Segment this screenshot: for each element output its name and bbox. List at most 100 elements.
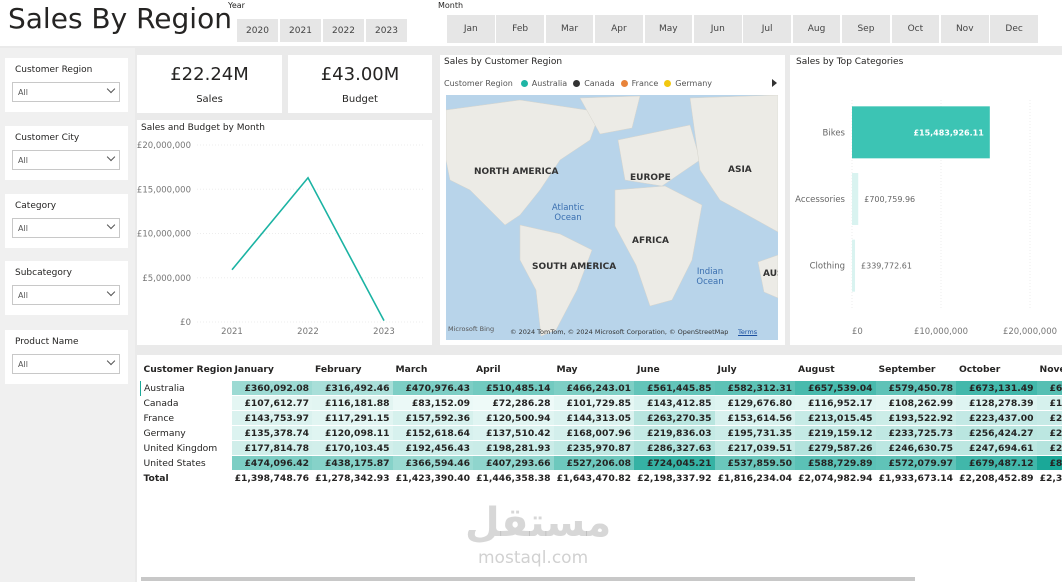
value-cell: £316,492.46 [312,381,393,396]
page-title: Sales By Region [8,2,232,35]
map-labels: NORTH AMERICA Atlantic Ocean EUROPE ASIA AFR… [446,95,778,340]
kpi-label: Sales [196,94,223,105]
row-header: Canada [143,397,179,409]
month-button[interactable]: Dec [990,15,1038,43]
value-cell: £246,630.75 [875,440,956,456]
value-cell: £137,510.42 [473,425,554,441]
value-cell: £72,286.28 [473,395,554,411]
filter-dropdown[interactable]: All [12,82,120,102]
year-button[interactable]: 2023 [366,19,407,42]
year-button[interactable]: 2022 [323,19,364,42]
filter-dropdown[interactable]: All [12,150,120,170]
data-row: France £143,753.97 £117,291.15 £157,592.36 £… [140,410,1062,426]
total-cell: £1,446,358.38 [476,472,551,484]
value-cell: £156,661.58 [1036,395,1062,411]
value-cell: £117,291.15 [312,410,393,426]
land [689,95,778,233]
filter-dropdown[interactable]: All [12,354,120,374]
map-legend: Customer Region Australia Canada France Germ… [444,79,714,88]
chart-title: Sales by Top Categories [796,57,904,67]
legend-arrow[interactable] [772,79,777,87]
y-tick-label: £20,000,000 [137,141,191,151]
value-cell: £527,206.08 [553,455,634,471]
value-cell: £537,859.50 [714,455,795,471]
value-cell: £407,293.66 [473,455,554,471]
legend-entry: Canada [584,79,615,88]
value-cell: £198,281.93 [473,440,554,456]
kpi-card: £43.00M Budget [288,55,432,113]
month-button[interactable]: Mar [545,15,594,43]
year-button[interactable]: 2021 [280,19,321,42]
value-cell: £582,312.31 [714,381,795,396]
total-cell: £2,208,452.89 [959,472,1034,484]
value-cell: £233,725.73 [875,425,956,441]
value-label: £15,483,926.11 [913,128,984,137]
value-cell: £561,445.85 [634,381,715,396]
month-button[interactable]: May [644,15,693,43]
value-cell: £157,592.36 [392,410,473,426]
value-cell: £657,539.04 [795,381,876,396]
value-cell: £219,836.03 [634,425,715,441]
month-button[interactable]: Aug [792,15,841,43]
value-cell: £128,278.39 [956,395,1037,411]
value-cell: £135,378.74 [231,425,312,441]
legend-marker [664,80,672,87]
year-button[interactable]: 2020 [237,19,278,42]
dropdown-value: All [18,156,28,165]
filter-slicer: Subcategory All [5,261,128,315]
value-cell: £116,181.88 [312,395,393,411]
kpi-label: Budget [342,94,378,105]
map-label: ASIA [728,165,752,175]
value-cell: £213,015.45 [795,410,876,426]
value-cell: £510,485.14 [473,381,554,396]
value-cell: £83,152.09 [392,395,473,411]
map-label: SOUTH AMERICA [532,262,617,272]
row-header: United Kingdom [143,442,218,454]
dropdown-value: All [18,88,28,97]
month-button[interactable]: Feb [496,15,544,43]
header-row: Customer Region January February March April… [141,357,1062,381]
value-cell: £263,270.35 [634,410,715,426]
value-cell: £170,103.45 [312,440,393,456]
total-cell: £1,643,470.82 [556,472,631,484]
value-cell: £107,612.77 [231,395,312,411]
column-header: August [798,363,835,375]
y-tick-label: £0 [180,318,191,328]
line [231,176,385,322]
value-cell: £192,456.43 [392,440,473,456]
bar [852,106,990,159]
month-button[interactable]: Nov [941,15,989,43]
x-tick-label: £10,000,000 [914,327,968,337]
value-cell: £177,814.78 [231,440,312,456]
value-label: £339,772.61 [861,262,912,271]
month-button[interactable]: Oct [891,15,940,43]
column-header: May [556,363,578,375]
legend-entry: Germany [675,79,713,88]
value-cell: £168,007.96 [553,425,634,441]
month-button[interactable]: Jan [447,15,495,43]
month-button[interactable]: Jun [694,15,742,43]
month-button[interactable]: Jul [743,15,791,43]
legend-marker [620,80,628,87]
land [519,224,593,337]
y-tick-label: £10,000,000 [137,230,191,240]
filter-dropdown[interactable]: All [12,285,120,305]
dropdown-value: All [18,224,28,233]
column-header: Customer Region [143,363,232,375]
month-button[interactable]: Apr [595,15,643,43]
map-label: Indian Ocean [696,267,724,287]
value-cell: £588,729.89 [795,455,876,471]
month-button[interactable]: Sep [842,15,890,43]
total-row: Total £1,398,748.76 £1,278,342.93 £1,423,39… [140,470,1062,486]
filter-label: Subcategory [15,268,72,278]
map-attribution: © 2024 TomTom, © 2024 Microsoft Corporat… [510,328,729,336]
column-header: October [959,363,1001,375]
value-cell: £144,313.05 [553,410,634,426]
filter-label: Customer Region [15,65,93,75]
bar [852,239,856,292]
chart-panel [790,55,1062,345]
column-header: January [234,363,274,375]
filter-dropdown[interactable]: All [12,218,120,238]
map-label: EUROPE [630,173,671,183]
map-terms[interactable]: Terms [738,328,758,336]
